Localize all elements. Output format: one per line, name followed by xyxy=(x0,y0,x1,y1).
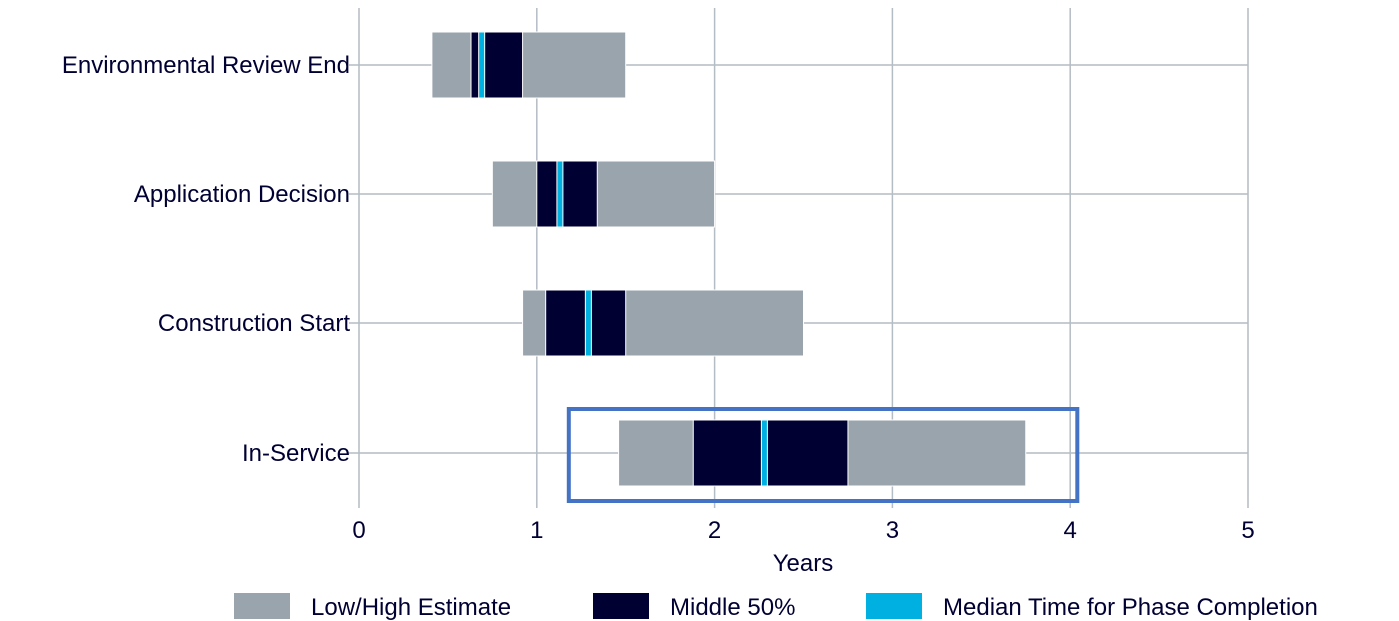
median-marker xyxy=(478,31,486,99)
legend-label-median-time-for-phase-completion: Median Time for Phase Completion xyxy=(943,594,1318,621)
bar-middle-50 xyxy=(692,419,849,487)
x-tick-label: 1 xyxy=(530,517,543,544)
legend-label-middle-50: Middle 50% xyxy=(670,594,795,621)
legend-swatch-middle-50 xyxy=(593,593,649,619)
category-label-application-decision: Application Decision xyxy=(134,181,350,208)
x-tick-label: 5 xyxy=(1241,517,1254,544)
median-marker xyxy=(584,289,592,357)
highlight-box xyxy=(566,407,1080,503)
x-tick-label: 0 xyxy=(352,517,365,544)
median-marker xyxy=(760,419,768,487)
x-tick-label: 4 xyxy=(1064,517,1077,544)
bar-low-high-estimate xyxy=(431,31,627,99)
legend-swatch-median-time-for-phase-completion xyxy=(866,593,922,619)
bar-middle-50 xyxy=(536,160,598,228)
legend-swatch-low-high-estimate xyxy=(234,593,290,619)
legend: Low/High Estimate Middle 50% Median Time f… xyxy=(234,593,1318,621)
category-label-construction-start: Construction Start xyxy=(158,310,350,337)
median-marker xyxy=(556,160,564,228)
x-tick-label: 3 xyxy=(886,517,899,544)
category-label-in-service: In-Service xyxy=(242,440,350,467)
x-axis-title: Years xyxy=(773,550,834,577)
labels: 0 1 2 3 4 5 Environmental Review End Applicatio… xyxy=(62,52,1255,544)
category-label-environmental-review-end: Environmental Review End xyxy=(62,52,350,79)
x-tick-label: 2 xyxy=(708,517,721,544)
bar-low-high-estimate xyxy=(491,160,716,228)
bars xyxy=(431,31,1080,503)
legend-label-low-high-estimate: Low/High Estimate xyxy=(311,594,511,621)
